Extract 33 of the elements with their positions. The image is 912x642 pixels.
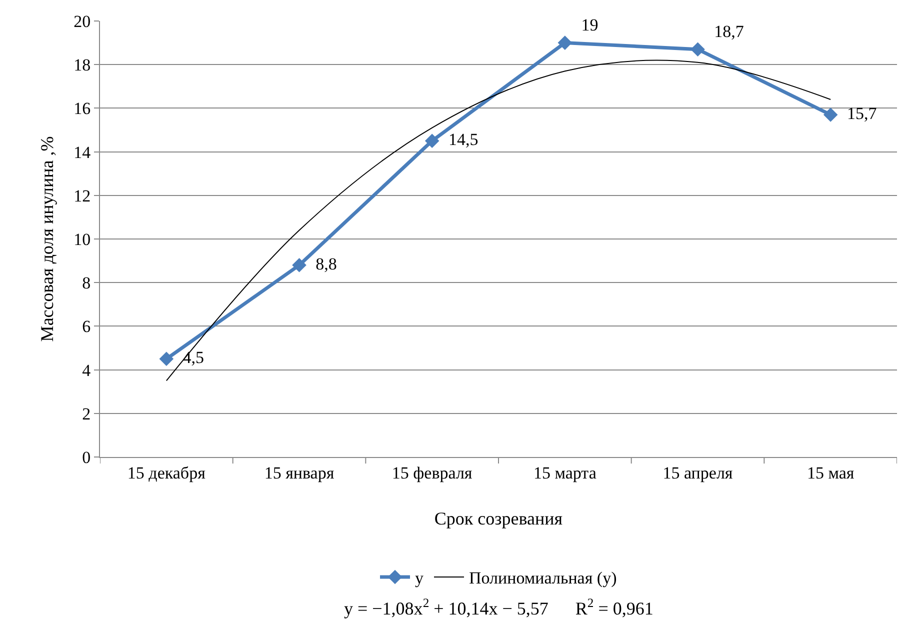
data-label: 8,8 — [307, 254, 337, 274]
y-tick-label: 14 — [74, 142, 92, 162]
y-tick-label: 12 — [74, 186, 91, 206]
data-label: 14,5 — [440, 130, 478, 150]
y-tick-label: 10 — [74, 230, 91, 249]
x-tick-label: 15 декабря — [127, 463, 206, 482]
legend-label: y — [415, 568, 424, 588]
x-tick-label: 15 января — [264, 463, 334, 482]
x-tick-label: 15 марта — [533, 463, 597, 482]
y-tick-label: 4 — [82, 360, 92, 380]
point — [823, 108, 838, 122]
text: y = −1,08x$^{2}$ + 10,14x − 5,57 R$^{2}$ = 0,961 — [344, 596, 654, 619]
y-tick-label: 6 — [82, 317, 91, 336]
data-label: 15,7 — [838, 104, 878, 123]
y-tick-label: 2 — [82, 404, 91, 424]
y-tick-label: 20 — [74, 12, 91, 31]
point — [159, 352, 174, 366]
legend-label: Полиномиальная (y) — [469, 568, 617, 588]
x-tick-label: 15 мая — [806, 463, 854, 482]
point — [292, 258, 306, 272]
x-axis-title: Срок созревания — [434, 508, 563, 528]
point — [558, 36, 572, 50]
y-tick-label: 18 — [74, 56, 91, 75]
data-label: 18,7 — [706, 22, 744, 42]
x-tick-label: 15 апреля — [662, 463, 733, 482]
x-tick-label: 15 февраля — [392, 463, 472, 482]
point — [690, 42, 705, 56]
y-tick-label: 8 — [82, 274, 91, 293]
y-tick-label: 0 — [82, 448, 91, 467]
point — [424, 134, 440, 148]
y-tick-label: 16 — [74, 99, 91, 118]
data-label: 19 — [572, 16, 598, 35]
y-axis-title: Массовая доля инулина ,% — [36, 136, 57, 342]
